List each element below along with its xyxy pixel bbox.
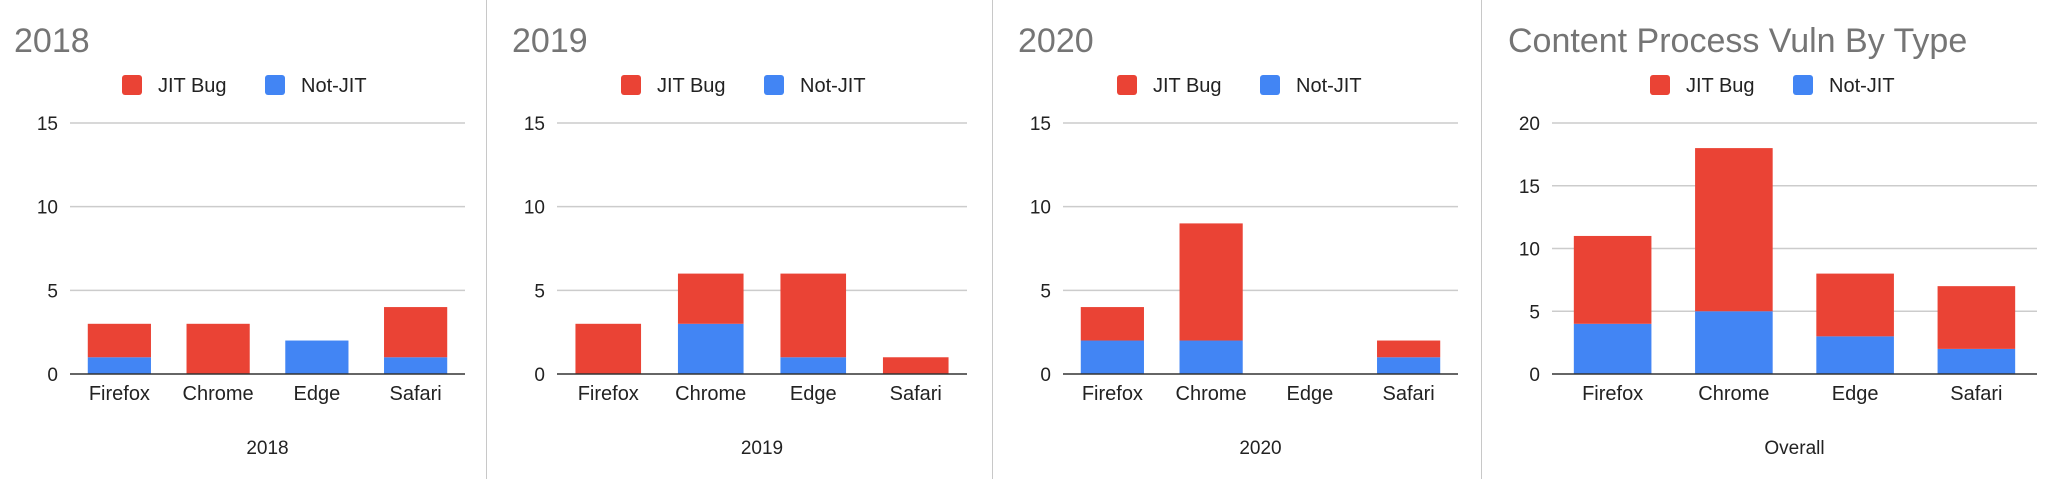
legend-swatch-not-jit [1793,75,1813,95]
legend-label-not-jit: Not-JIT [1829,75,1895,97]
bar-safari-not-jit [1937,348,2016,374]
legend-swatch-jit-bug [122,75,142,95]
legend-swatch-not-jit [764,75,784,95]
bar-firefox-jit-bug [1080,307,1144,341]
bar-safari-jit-bug [1937,286,2016,349]
panel-divider [992,0,993,479]
legend-label-not-jit: Not-JIT [1296,75,1362,97]
bar-safari-jit-bug [384,307,448,358]
bar-firefox-not-jit [87,357,151,374]
legend-swatch-not-jit [265,75,285,95]
bar-firefox-not-jit [1573,323,1652,374]
y-tick-label: 10 [1030,198,1051,219]
x-axis-title: 2019 [741,438,783,459]
bar-chrome-jit-bug [186,323,250,374]
chart-title: 2019 [512,22,588,60]
bar-chrome-not-jit [677,323,744,374]
legend-label-jit-bug: JIT Bug [657,75,726,97]
y-tick-label: 10 [1519,240,1540,261]
bar-edge-not-jit [285,340,349,374]
bar-chrome-jit-bug [1179,223,1243,341]
chart-panel-2019: 2019 JIT Bug Not-JIT 0 5 10 15 Firefox Chrome Edg… [487,0,992,479]
bar-edge-jit-bug [780,273,847,358]
bar-chrome-jit-bug [677,273,744,324]
bar-firefox-jit-bug [1573,235,1652,324]
x-axis-title: 2020 [1239,438,1281,459]
x-tick-label-chrome: Chrome [1176,383,1247,405]
x-tick-label-edge: Edge [1287,383,1334,405]
y-tick-label: 0 [534,365,545,386]
legend-label-jit-bug: JIT Bug [1686,75,1755,97]
x-tick-label-chrome: Chrome [675,383,746,405]
y-tick-label: 5 [534,281,545,302]
y-tick-label: 0 [1040,365,1051,386]
x-tick-label-edge: Edge [790,383,837,405]
bar-chrome-jit-bug [1695,148,1773,312]
x-tick-label-firefox: Firefox [1582,383,1643,405]
x-tick-label-firefox: Firefox [578,383,639,405]
bar-firefox-jit-bug [575,323,642,374]
y-tick-label: 0 [47,365,58,386]
chart-svg: 2018 JIT Bug Not-JIT 0 5 10 15 Firefox Chrome Edg… [14,22,465,459]
x-tick-label-safari: Safari [390,383,442,405]
x-tick-label-firefox: Firefox [1082,383,1143,405]
legend-label-jit-bug: JIT Bug [1153,75,1222,97]
y-tick-label: 15 [1519,177,1540,198]
y-tick-label: 5 [1040,281,1051,302]
bar-edge-jit-bug [1816,273,1894,337]
chart-svg: 2019 JIT Bug Not-JIT 0 5 10 15 Firefox Chrome Edg… [512,22,967,459]
legend-label-not-jit: Not-JIT [800,75,866,97]
y-tick-label: 15 [37,114,58,135]
chart-title: 2020 [1018,22,1094,60]
bar-safari-jit-bug [882,357,949,374]
x-tick-label-safari: Safari [1950,383,2002,405]
bar-firefox-not-jit [1080,340,1144,374]
x-tick-label-chrome: Chrome [183,383,254,405]
bar-safari-not-jit [384,357,448,374]
bar-chrome-not-jit [1179,340,1243,374]
x-tick-label-edge: Edge [294,383,341,405]
chart-legend: JIT Bug Not-JIT [1650,75,1895,97]
chart-title: 2018 [14,22,90,60]
y-tick-label: 10 [524,198,545,219]
x-tick-label-edge: Edge [1832,383,1879,405]
y-tick-label: 15 [1030,114,1051,135]
x-axis-title: Overall [1764,438,1824,459]
y-tick-label: 20 [1519,114,1540,135]
chart-legend: JIT Bug Not-JIT [122,75,367,97]
legend-swatch-jit-bug [1650,75,1670,95]
panel-divider [486,0,487,479]
chart-svg: Content Process Vuln By Type JIT Bug Not-J… [1508,22,2037,459]
x-tick-label-safari: Safari [1383,383,1435,405]
y-tick-label: 10 [37,198,58,219]
chart-legend: JIT Bug Not-JIT [621,75,866,97]
x-tick-label-chrome: Chrome [1698,383,1769,405]
chart-svg: 2020 JIT Bug Not-JIT 0 5 10 15 Firefox Chrome Edg… [1018,22,1458,459]
bar-safari-jit-bug [1377,340,1441,358]
legend-swatch-not-jit [1260,75,1280,95]
bar-firefox-jit-bug [87,323,151,358]
y-tick-label: 0 [1529,365,1540,386]
y-tick-label: 5 [1529,302,1540,323]
chart-panel-2018: 2018 JIT Bug Not-JIT 0 5 10 15 Firefox Chrome Edg… [0,0,486,479]
bar-edge-not-jit [1816,336,1894,374]
panel-divider [1481,0,1482,479]
bar-safari-not-jit [1377,357,1441,374]
bar-edge-not-jit [780,357,847,374]
legend-label-not-jit: Not-JIT [301,75,367,97]
y-tick-label: 15 [524,114,545,135]
chart-panel-2020: 2020 JIT Bug Not-JIT 0 5 10 15 Firefox Chrome Edg… [993,0,1481,479]
y-tick-label: 5 [47,281,58,302]
chart-legend: JIT Bug Not-JIT [1117,75,1362,97]
bar-chrome-not-jit [1695,311,1773,374]
legend-swatch-jit-bug [621,75,641,95]
chart-panel-content-process-vuln-by-type: Content Process Vuln By Type JIT Bug Not-J… [1482,0,2047,479]
x-axis-title: 2018 [246,438,288,459]
x-tick-label-firefox: Firefox [89,383,150,405]
legend-swatch-jit-bug [1117,75,1137,95]
legend-label-jit-bug: JIT Bug [158,75,227,97]
x-tick-label-safari: Safari [890,383,942,405]
chart-title: Content Process Vuln By Type [1508,22,1967,60]
